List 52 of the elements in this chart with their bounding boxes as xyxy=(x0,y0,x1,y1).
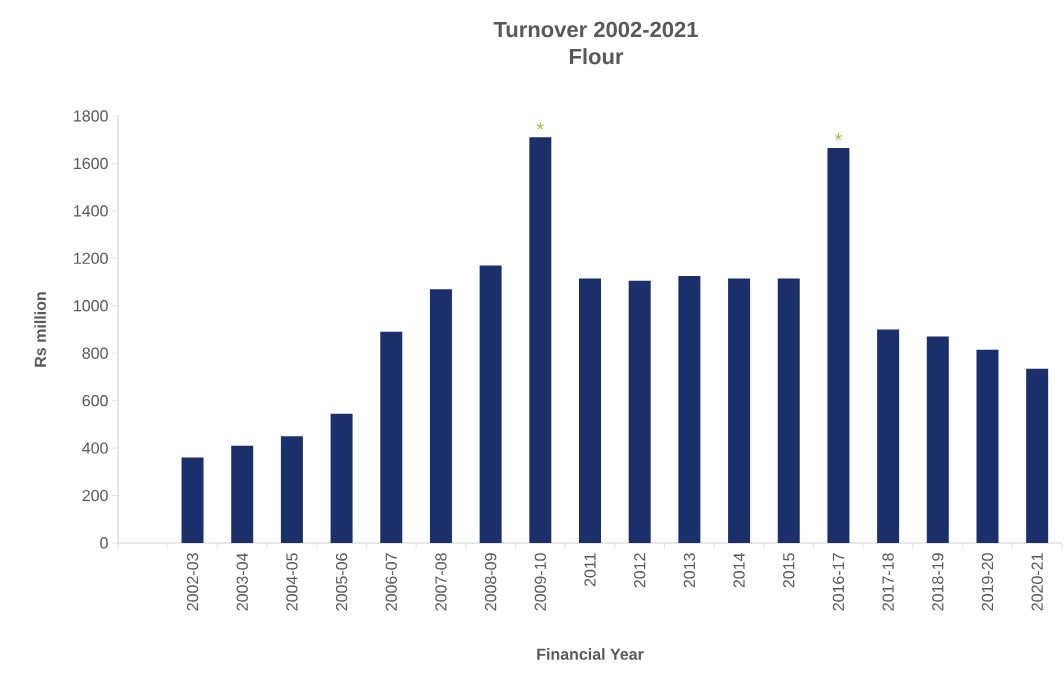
x-tick-label: 2005-06 xyxy=(335,553,348,611)
chart-title: Turnover 2002-2021 xyxy=(493,21,698,38)
bar xyxy=(579,278,602,543)
bar xyxy=(976,349,999,543)
y-tick-label: 200 xyxy=(82,489,108,502)
bar xyxy=(529,137,552,543)
bar xyxy=(877,329,900,543)
x-tick-label: 2019-20 xyxy=(981,553,994,611)
x-axis-title: Financial Year xyxy=(537,648,644,660)
bar xyxy=(231,445,254,543)
bar xyxy=(628,280,651,543)
bar xyxy=(380,331,403,543)
x-tick-label: 2018-19 xyxy=(932,553,944,611)
annotation: * xyxy=(536,122,544,130)
x-tick-label: 2006-07 xyxy=(385,553,397,611)
y-tick-label: 1800 xyxy=(74,110,108,122)
chart-subtitle: Flour xyxy=(569,48,624,65)
y-tick-label: 1600 xyxy=(74,157,108,170)
x-tick-label: 2014 xyxy=(733,553,745,588)
x-tick-label: 2009-10 xyxy=(534,553,546,611)
x-tick-label: 2015 xyxy=(783,553,795,588)
x-tick-label: 2011 xyxy=(584,553,596,587)
x-tick-label: 2007-08 xyxy=(435,553,447,611)
bar xyxy=(777,278,800,543)
x-tick-label: 2004-05 xyxy=(286,553,298,611)
bar xyxy=(280,436,303,543)
bar xyxy=(728,278,751,543)
y-tick-label: 800 xyxy=(82,347,108,359)
bar xyxy=(678,276,701,543)
x-tick-label: 2016-17 xyxy=(832,553,845,611)
y-axis-title: Rs million xyxy=(34,292,47,367)
y-tick-label: 1000 xyxy=(74,300,108,312)
x-tick-label: 2003-04 xyxy=(236,553,248,611)
x-tick-label: 2002-03 xyxy=(186,553,199,611)
bar xyxy=(1026,368,1049,543)
y-tick-label: 1200 xyxy=(74,252,108,264)
bar xyxy=(479,265,502,543)
bar xyxy=(330,413,353,543)
x-tick-label: 2008-09 xyxy=(484,553,497,611)
x-tick-label: 2017-18 xyxy=(882,553,894,611)
y-tick-label: 400 xyxy=(82,442,108,454)
annotation: * xyxy=(834,133,842,141)
y-tick-label: 0 xyxy=(100,537,108,549)
bar xyxy=(926,336,949,543)
bar xyxy=(827,148,850,543)
y-tick-label: 1400 xyxy=(74,205,108,217)
x-tick-label: 2013 xyxy=(683,553,696,588)
x-tick-label: 2020-21 xyxy=(1031,553,1043,611)
bar xyxy=(429,289,452,543)
bar xyxy=(181,457,204,543)
y-tick-label: 600 xyxy=(82,395,108,407)
x-tick-label: 2012 xyxy=(634,553,646,588)
